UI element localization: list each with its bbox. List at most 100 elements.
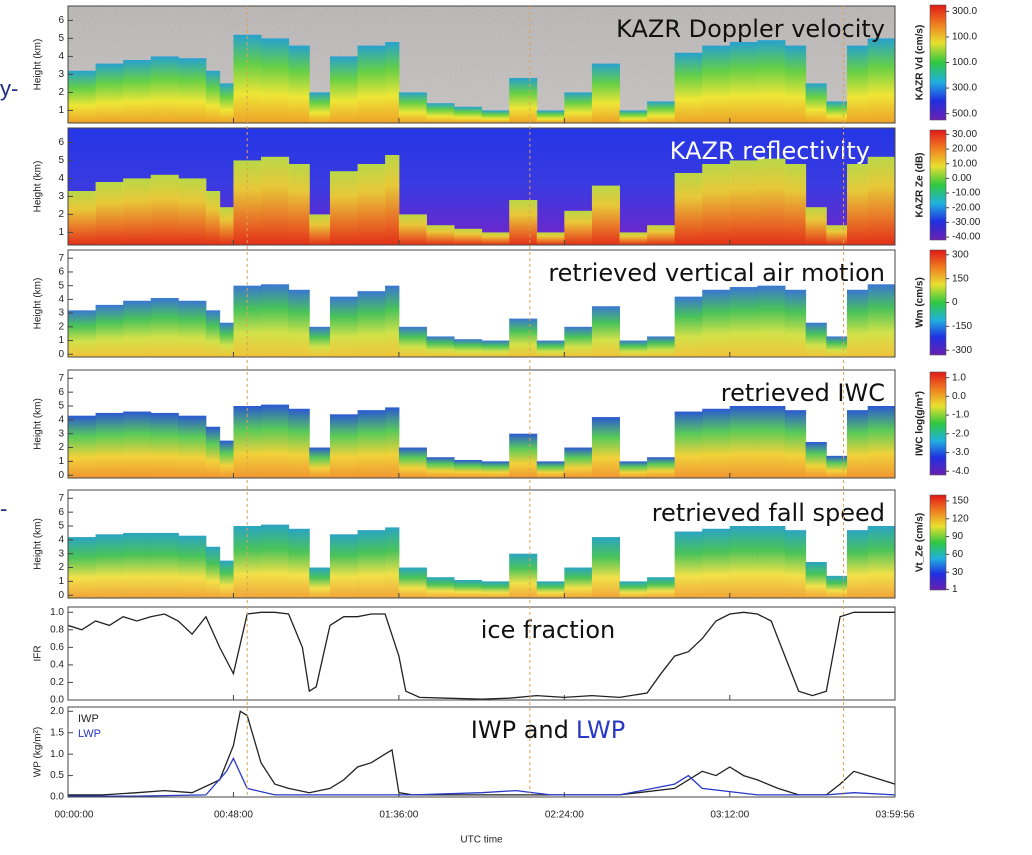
colorbar-tick-label: 100.0 — [952, 32, 977, 43]
echo-column — [385, 407, 399, 478]
echo-column — [123, 178, 151, 245]
colorbar-tick-label: 150 — [952, 496, 969, 507]
y-tick-label: 3 — [58, 428, 64, 439]
echo-column — [454, 460, 482, 478]
echo-column — [730, 526, 758, 598]
echo-column — [509, 319, 537, 357]
colorbar — [930, 250, 946, 355]
echo-column — [785, 290, 806, 357]
echo-column — [592, 537, 620, 598]
echo-column — [358, 164, 386, 245]
echo-column — [330, 297, 358, 357]
echo-column — [151, 175, 179, 245]
echo-column — [206, 191, 220, 245]
panel: 01234567Height (km)retrieved fall speed1… — [33, 490, 969, 601]
panel-title-text: ice fraction — [481, 616, 615, 644]
y-tick-label: 0.2 — [50, 677, 64, 688]
panel-title: retrieved vertical air motion — [548, 259, 885, 287]
echo-column — [564, 211, 592, 245]
y-tick-label: 6 — [58, 387, 64, 398]
y-axis-label: IFR — [33, 645, 44, 661]
y-tick-label: 2 — [58, 321, 64, 332]
echo-column — [806, 83, 827, 123]
echo-column — [702, 409, 730, 478]
series-line — [68, 758, 895, 796]
echo-column — [757, 526, 785, 598]
echo-column — [564, 448, 592, 478]
echo-column — [592, 64, 620, 123]
colorbar-label: Wm (cm/s) — [915, 277, 926, 328]
echo-column — [220, 561, 234, 598]
echo-column — [868, 157, 896, 245]
echo-column — [730, 160, 758, 245]
y-tick-label: 4 — [58, 173, 64, 184]
echo-column — [206, 427, 220, 478]
echo-column — [509, 554, 537, 598]
echo-column — [868, 284, 896, 357]
echo-column — [206, 547, 220, 598]
y-tick-label: 4 — [58, 534, 64, 545]
colorbar-tick-label: -2.0 — [952, 428, 970, 439]
colorbar-tick-label: 60 — [952, 549, 964, 560]
echo-column — [847, 290, 868, 357]
colorbar-tick-label: 0.0 — [952, 391, 966, 402]
colorbar-label: KAZR Ze (dB) — [915, 153, 926, 218]
colorbar — [930, 130, 946, 240]
echo-column — [358, 291, 386, 357]
panel-title: IWP andLWP — [471, 716, 625, 744]
colorbar-tick-label: -300 — [952, 345, 972, 356]
y-tick-label: 5 — [58, 33, 64, 44]
y-tick-label: 6 — [58, 267, 64, 278]
echo-column — [330, 414, 358, 478]
figure: 123456Height (km)KAZR Doppler velocity30… — [0, 0, 1032, 850]
colorbar-tick-label: 150 — [952, 273, 969, 284]
colorbar-tick-label: 1.0 — [952, 372, 966, 383]
echo-column — [647, 225, 675, 245]
colorbar-tick-label: 100.0 — [952, 57, 977, 68]
echo-column — [647, 457, 675, 478]
echo-column — [123, 60, 151, 123]
echo-column — [96, 305, 124, 357]
echo-column — [826, 101, 847, 123]
echo-column — [123, 301, 151, 357]
echo-column — [454, 580, 482, 598]
echo-column — [330, 171, 358, 245]
echo-column — [806, 442, 827, 478]
echo-column — [847, 164, 868, 245]
echo-column — [730, 287, 758, 357]
colorbar-tick-label: 20.00 — [952, 144, 977, 155]
colorbar-tick-label: 10.00 — [952, 158, 977, 169]
echo-column — [426, 336, 454, 357]
y-tick-label: 0.0 — [50, 792, 64, 803]
x-tick-label: 01:36:00 — [379, 810, 418, 821]
echo-column — [178, 301, 206, 357]
echo-column — [309, 448, 330, 478]
echo-column — [96, 64, 124, 123]
echo-column — [675, 173, 703, 245]
y-tick-label: 7 — [58, 253, 64, 264]
echo-column — [702, 164, 730, 245]
colorbar-tick-label: 300.0 — [952, 83, 977, 94]
y-tick-label: 5 — [58, 155, 64, 166]
panel-title: retrieved IWC — [721, 379, 885, 407]
y-tick-label: 0.8 — [50, 624, 64, 635]
echo-column — [309, 214, 330, 245]
echo-column — [68, 416, 96, 478]
y-tick-label: 4 — [58, 414, 64, 425]
echo-column — [385, 42, 399, 123]
echo-column — [151, 298, 179, 357]
echo-column — [399, 92, 427, 123]
y-tick-label: 6 — [58, 507, 64, 518]
panel: 01234567Height (km)retrieved IWC1.00.0-1… — [33, 370, 970, 481]
echo-column — [868, 38, 896, 123]
echo-column — [868, 406, 896, 478]
y-tick-label: 0.6 — [50, 642, 64, 653]
colorbar-tick-label: -30.00 — [952, 217, 981, 228]
y-tick-label: 3 — [58, 191, 64, 202]
echo-column — [454, 229, 482, 245]
colorbar-tick-label: 30 — [952, 567, 964, 578]
echo-column — [399, 448, 427, 478]
panel: 123456Height (km)KAZR reflectivity30.002… — [33, 128, 981, 245]
colorbar-tick-label: -150 — [952, 321, 972, 332]
colorbar-tick-label: 500.0 — [952, 108, 977, 119]
